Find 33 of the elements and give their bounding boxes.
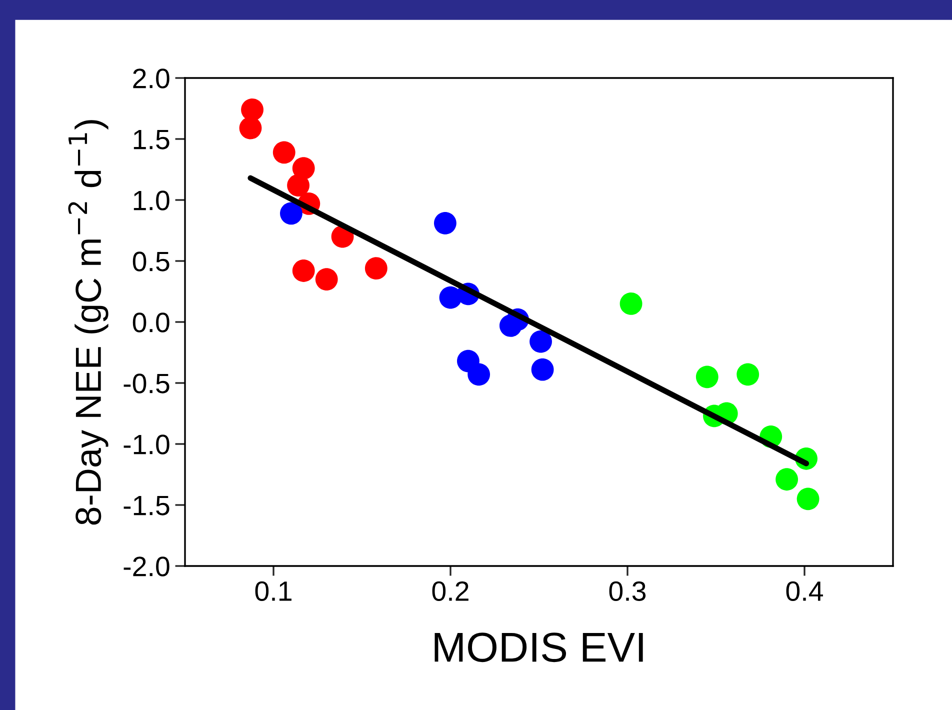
x-tick-label: 0.2 [432, 581, 468, 601]
point [292, 260, 315, 282]
point [776, 468, 798, 491]
y-tick-label: -1.0 [124, 434, 170, 454]
y-tick-label: 0.0 [132, 312, 170, 332]
point [696, 366, 718, 388]
y-tick-label: 0.5 [132, 252, 170, 272]
point [434, 212, 456, 234]
point [364, 257, 388, 280]
y-tick-label: 1.5 [134, 130, 170, 150]
point [315, 268, 338, 290]
x-axis-title: MODIS EVI [434, 632, 643, 662]
point [530, 330, 552, 353]
y-tick-label: -0.5 [124, 374, 170, 394]
point [280, 202, 302, 225]
point [241, 98, 264, 121]
x-tick-label: 0.3 [609, 581, 646, 601]
point [620, 292, 642, 315]
x-tick-label: 0.4 [786, 581, 823, 601]
y-axis-title: 8-Day NEE (gC m$^{−2}$ d$^{−1}$) [68, 120, 108, 525]
y-tick-label: -1.5 [124, 496, 170, 516]
point [439, 286, 462, 309]
point [468, 363, 490, 386]
point [287, 174, 310, 197]
y-tick-label: 2.0 [133, 68, 170, 88]
point [796, 488, 820, 510]
y-tick-label: 1.0 [134, 190, 170, 210]
y-tick-label: -2.0 [124, 556, 170, 576]
x-tick-label: 0.1 [255, 581, 292, 601]
point [272, 141, 296, 164]
point [531, 358, 554, 381]
point [239, 116, 262, 140]
point [736, 363, 760, 386]
